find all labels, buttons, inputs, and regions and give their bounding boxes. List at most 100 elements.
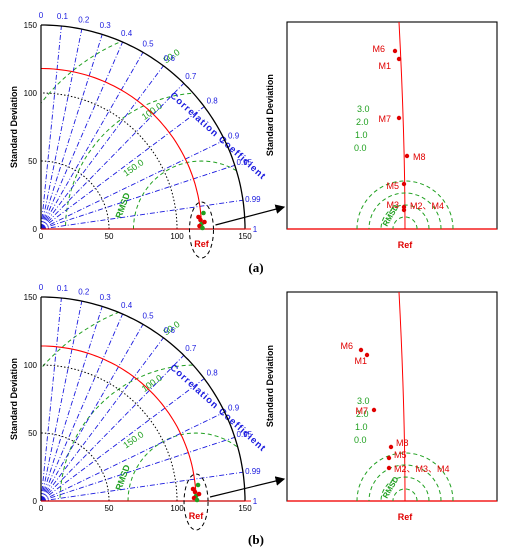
zoom-model-point: [396, 56, 402, 62]
x-tick-label: 0: [39, 232, 44, 241]
zoom-panel-b: Standard Deviation 3.02.01.00.0RMSDRefM6M…: [265, 291, 498, 522]
y-tick-label: 100: [24, 89, 38, 98]
zoom-model-point: [386, 465, 392, 471]
correlation-ray: [40, 306, 103, 502]
corr-tick-label: 0.2: [78, 287, 90, 296]
correlation-ray: [40, 471, 244, 502]
correlation-ray: [40, 436, 235, 502]
corr-tick-label: 0.3: [100, 21, 112, 30]
rmsd-label: RMSD: [113, 191, 132, 220]
correlation-ray: [40, 301, 83, 502]
zoom-point-label: M3: [386, 200, 399, 210]
corr-tick-label: 0.8: [207, 97, 219, 106]
ref-label: Ref: [189, 511, 205, 521]
reference-std-arc: [40, 67, 203, 230]
rmsd-contour-label: 150.0: [121, 157, 145, 178]
panel-label-b: (b): [248, 532, 264, 547]
y-tick-label: 150: [24, 293, 38, 302]
correlation-ray: [40, 29, 83, 230]
zoom-ref-label: Ref: [398, 240, 414, 250]
zoom-contour-label: 3.0: [357, 396, 370, 406]
std-dotted-arc: [41, 92, 178, 229]
model-point: [200, 225, 205, 231]
corr-tick-label: 1: [253, 225, 258, 234]
correlation-ray: [40, 378, 205, 502]
rmsd-contour-a-0: [133, 160, 245, 229]
zoom-frame: [286, 21, 498, 230]
corr-tick-label: 0.1: [57, 12, 69, 21]
y-tick-label: 150: [24, 21, 38, 30]
correlation-ray: [40, 82, 185, 230]
zoom-rmsd-contour: [392, 216, 418, 229]
model-point: [202, 219, 207, 225]
zoom-model-point: [371, 407, 377, 413]
correlation-ray: [40, 52, 144, 230]
corr-tick-label: 0: [39, 11, 44, 20]
ref-label: Ref: [194, 239, 210, 249]
rmsd-contour-label: 100.0: [140, 101, 164, 122]
x-tick-label: 100: [170, 232, 184, 241]
zoom-point-label: M7: [378, 114, 391, 124]
zoom-highlight-ellipse: [188, 201, 214, 259]
corr-tick-label: 0.9: [228, 404, 240, 413]
zoom-point-label: M8: [413, 152, 426, 162]
y-axis-label: Standard Deviation: [9, 358, 19, 440]
corr-tick-label: 0.7: [185, 344, 197, 353]
zoom-rmsd-contour: [368, 464, 442, 502]
zoom-model-point: [388, 444, 394, 450]
model-point: [194, 497, 200, 503]
correlation-ray: [40, 337, 164, 502]
correlation-ray: [40, 139, 225, 230]
rmsd-contour-label: 150.0: [121, 429, 145, 450]
y-tick-label: 0: [33, 225, 38, 234]
zoom-model-point: [401, 181, 407, 187]
rmsd-contour-b-0: [127, 432, 245, 501]
zoom-contour-label: 0.0: [354, 143, 367, 153]
corr-tick-label: 0.5: [142, 312, 154, 321]
x-tick-label: 50: [105, 232, 114, 241]
correlation-ray: [40, 34, 103, 230]
zoom-contour-label: 0.0: [354, 435, 367, 445]
zoom-point-label: M1: [378, 61, 391, 71]
correlation-ray: [40, 25, 62, 230]
zoom-point-label: M1: [354, 356, 367, 366]
corr-tick-label: 0.7: [185, 72, 197, 81]
model-point: [195, 482, 201, 488]
corr-tick-label: 0.2: [78, 15, 90, 24]
correlation-ray: [40, 297, 62, 502]
model-point: [201, 210, 206, 216]
std-dotted-arc: [41, 160, 110, 229]
outer-arc: [41, 296, 246, 501]
correlation-ray: [40, 164, 235, 230]
correlation-ray: [40, 41, 124, 230]
zoom-contour-label: 2.0: [356, 409, 369, 419]
zoom-point-label: M8: [396, 438, 409, 448]
correlation-ray: [40, 65, 164, 230]
std-dotted-arc: [41, 364, 178, 501]
zoom-rmsd-contour: [392, 488, 418, 501]
correlation-ray: [40, 199, 244, 230]
zoom-panel-a: Standard Deviation 3.02.01.00.0RMSDRefM6M…: [265, 21, 498, 250]
zoom-arrow: [209, 476, 286, 498]
zoom-y-axis-label: Standard Deviation: [265, 345, 275, 427]
correlation-ray: [40, 411, 225, 502]
std-dotted-arc: [41, 432, 110, 501]
zoom-point-label: M2、M4: [410, 201, 444, 211]
zoom-contour-label: 1.0: [355, 422, 368, 432]
corr-tick-label: 0.4: [121, 301, 133, 310]
corr-tick-label: 1: [253, 497, 258, 506]
x-tick-label: 0: [39, 504, 44, 513]
zoom-contour-label: 1.0: [355, 130, 368, 140]
corr-tick-label: 0: [39, 283, 44, 292]
zoom-rmsd-contour: [380, 476, 430, 502]
panel-label-a: (a): [248, 260, 263, 275]
corr-tick-label: 0.99: [245, 467, 261, 476]
zoom-ref-curve: [398, 291, 406, 502]
zoom-point-label: M6: [372, 44, 385, 54]
correlation-ray: [40, 324, 144, 502]
correlation-ray: [40, 313, 124, 502]
zoom-ref-label: Ref: [398, 512, 414, 522]
